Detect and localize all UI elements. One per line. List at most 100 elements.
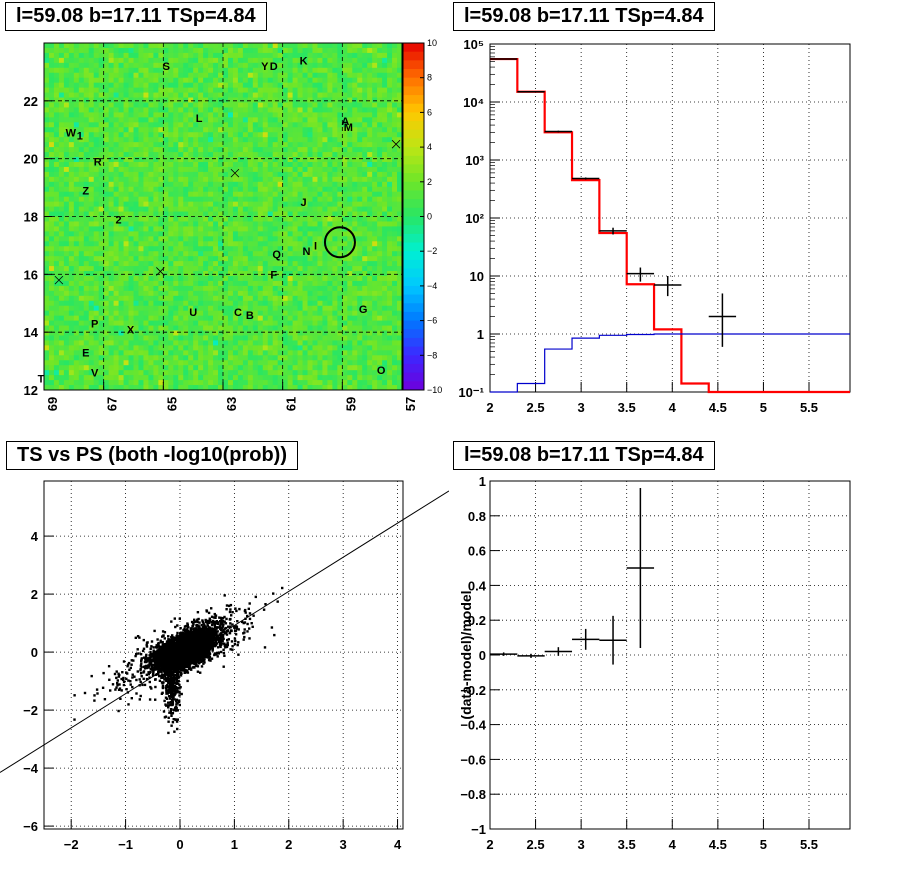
heatmap-cell: [337, 325, 343, 331]
heatmap-cell: [58, 256, 65, 262]
heatmap-cell: [302, 112, 308, 118]
heatmap-cell: [153, 236, 159, 242]
heatmap-cell: [88, 62, 95, 69]
heatmap-cell: [133, 380, 139, 386]
heatmap-cell: [223, 246, 229, 252]
heatmap-cell: [218, 72, 224, 79]
heatmap-cell: [58, 201, 65, 207]
heatmap-cell: [48, 92, 55, 98]
heatmap-cell: [198, 122, 204, 128]
heatmap-cell: [342, 152, 348, 158]
heatmap-cell: [98, 375, 105, 381]
heatmap-cell: [133, 57, 139, 64]
heatmap-cell: [262, 226, 269, 232]
heatmap-cell: [208, 310, 214, 317]
heatmap-cell: [232, 236, 239, 242]
heatmap-cell: [337, 261, 343, 267]
heatmap-cell: [143, 132, 149, 138]
heatmap-cell: [272, 355, 279, 361]
heatmap-cell: [332, 137, 338, 143]
heatmap-cell: [262, 62, 269, 69]
heatmap-cell: [158, 325, 164, 331]
heatmap-cell: [178, 335, 184, 341]
heatmap-cell: [307, 330, 313, 336]
heatmap-cell: [252, 181, 259, 188]
heatmap-cell: [362, 315, 368, 321]
heatmap-cell: [118, 132, 124, 138]
heatmap-cell: [347, 261, 353, 267]
heatmap-cell: [158, 77, 164, 84]
heatmap-cell: [118, 231, 124, 237]
heatmap-cell: [163, 152, 169, 158]
heatmap-cell: [173, 67, 179, 74]
heatmap-cell: [302, 97, 308, 103]
heatmap-cell: [322, 300, 328, 307]
heatmap-cell: [58, 261, 65, 267]
heatmap-cell: [183, 161, 189, 168]
heatmap-cell: [108, 246, 115, 252]
heatmap-cell: [302, 152, 308, 158]
heatmap-cell: [282, 107, 289, 113]
heatmap-cell: [58, 305, 65, 312]
heatmap-cell: [138, 206, 144, 212]
heatmap-cell: [123, 355, 129, 361]
heatmap-cell: [133, 266, 139, 272]
heatmap-cell: [163, 236, 169, 242]
heatmap-cell: [173, 280, 179, 287]
heatmap-cell: [372, 67, 378, 74]
heatmap-cell: [382, 206, 388, 212]
heatmap-cell: [352, 231, 358, 237]
heatmap-cell: [138, 196, 144, 203]
heatmap-cell: [387, 271, 393, 277]
heatmap-cell: [357, 127, 363, 133]
heatmap-cell: [352, 142, 358, 148]
heatmap-cell: [252, 280, 259, 287]
heatmap-cell: [63, 47, 70, 54]
heatmap-cell: [372, 57, 378, 64]
heatmap-cell: [48, 62, 55, 69]
heatmap-cell: [262, 305, 269, 312]
heatmap-cell: [173, 87, 179, 93]
heatmap-cell: [322, 92, 328, 98]
heatmap-cell: [48, 275, 55, 282]
heatmap-cell: [208, 285, 214, 292]
heatmap-cell: [252, 236, 259, 242]
heatmap-cell: [128, 251, 134, 257]
heatmap-cell: [223, 166, 229, 173]
heatmap-cell: [93, 87, 100, 93]
heatmap-cell: [327, 275, 333, 282]
heatmap-cell: [218, 132, 224, 138]
heatmap-cell: [297, 221, 303, 227]
heatmap-cell: [168, 102, 174, 108]
heatmap-cell: [242, 137, 249, 143]
heatmap-cell: [252, 137, 259, 143]
heatmap-cell: [73, 241, 80, 247]
heatmap-cell: [108, 335, 115, 341]
heatmap-cell: [108, 340, 115, 346]
heatmap-cell: [277, 300, 284, 307]
heatmap-cell: [198, 330, 204, 336]
heatmap-cell: [53, 310, 60, 317]
heatmap-cell: [282, 320, 289, 326]
heatmap-cell: [372, 365, 378, 371]
heatmap-cell: [173, 271, 179, 277]
heatmap-cell: [332, 67, 338, 74]
heatmap-cell: [218, 370, 224, 376]
heatmap-cell: [178, 241, 184, 247]
heatmap-cell: [143, 122, 149, 128]
heatmap-cell: [377, 256, 383, 262]
heatmap-cell: [208, 221, 214, 227]
heatmap-cell: [357, 330, 363, 336]
heatmap-cell: [372, 251, 378, 257]
heatmap-cell: [73, 206, 80, 212]
heatmap-cell: [93, 57, 100, 64]
heatmap-cell: [297, 345, 303, 351]
heatmap-cell: [312, 330, 318, 336]
heatmap-cell: [103, 340, 110, 346]
heatmap-cell: [292, 320, 298, 326]
heatmap-cell: [188, 127, 194, 133]
heatmap-cell: [44, 211, 50, 217]
heatmap-cell: [158, 201, 164, 207]
heatmap-cell: [198, 47, 204, 54]
heatmap-cell: [178, 152, 184, 158]
